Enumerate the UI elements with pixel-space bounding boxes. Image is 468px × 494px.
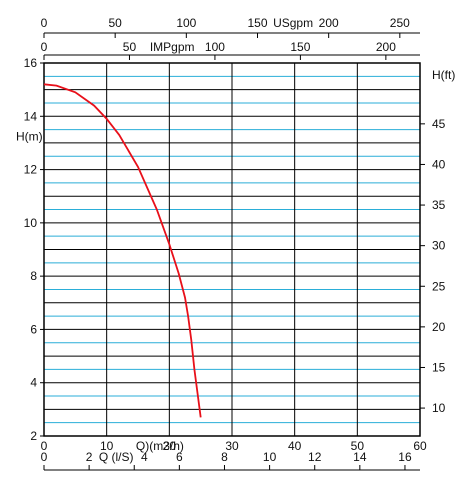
- x-m3h-tick-label: 10: [100, 439, 114, 453]
- impgpm-axis-title: IMPgpm: [150, 40, 195, 54]
- ls-tick-label: 16: [398, 450, 412, 464]
- ls-axis-title: Q (l/S): [99, 450, 134, 464]
- y-right-axis-title: H(ft): [432, 68, 455, 82]
- impgpm-tick-label: 50: [123, 40, 137, 54]
- y-right-tick-label: 20: [432, 320, 446, 334]
- usgpm-tick-label: 250: [390, 16, 410, 30]
- y-right-tick-label: 35: [432, 198, 446, 212]
- x-m3h-axis-title: Q)(m3/h): [136, 439, 184, 453]
- x-m3h-tick-label: 30: [225, 439, 239, 453]
- x-m3h-tick-label: 0: [41, 439, 48, 453]
- ls-tick-label: 14: [353, 450, 367, 464]
- major-gridlines: [44, 63, 420, 436]
- y-left-tick-label: 12: [24, 163, 38, 177]
- usgpm-axis-title: USgpm: [273, 16, 313, 30]
- y-left-tick-label: 6: [30, 322, 37, 336]
- ls-tick-label: 2: [86, 450, 93, 464]
- y-left-tick-label: 4: [30, 376, 37, 390]
- ls-tick-label: 10: [263, 450, 277, 464]
- x-m3h-tick-label: 60: [413, 439, 427, 453]
- y-right-tick-label: 15: [432, 360, 446, 374]
- ls-tick-label: 6: [176, 450, 183, 464]
- ls-tick-label: 4: [141, 450, 148, 464]
- ls-tick-label: 8: [221, 450, 228, 464]
- x-m3h-tick-label: 50: [351, 439, 365, 453]
- head-flow-curve: [43, 83, 202, 418]
- usgpm-tick-label: 0: [41, 16, 48, 30]
- y-left-tick-label: 8: [30, 269, 37, 283]
- y-right-tick-label: 30: [432, 239, 446, 253]
- ls-tick-label: 0: [41, 450, 48, 464]
- impgpm-tick-label: 0: [41, 40, 48, 54]
- impgpm-tick-label: 100: [205, 40, 225, 54]
- y-left-axis-title: H(m): [16, 129, 43, 143]
- plot-frame: [43, 62, 421, 437]
- usgpm-tick-label: 200: [319, 16, 339, 30]
- x-m3h-tick-label: 20: [163, 439, 177, 453]
- usgpm-tick-label: 150: [247, 16, 267, 30]
- curve-layer: [43, 83, 202, 418]
- y-right-tick-label: 10: [432, 401, 446, 415]
- usgpm-tick-label: 50: [108, 16, 122, 30]
- impgpm-tick-label: 200: [376, 40, 396, 54]
- y-right-tick-label: 45: [432, 117, 446, 131]
- y-right-tick-label: 25: [432, 279, 446, 293]
- y-right-tick-label: 40: [432, 157, 446, 171]
- y-left-tick-label: 10: [24, 216, 38, 230]
- y-left-tick-label: 2: [30, 429, 37, 443]
- impgpm-tick-label: 150: [290, 40, 310, 54]
- ls-tick-label: 12: [308, 450, 322, 464]
- usgpm-tick-label: 100: [176, 16, 196, 30]
- y-left-tick-label: 14: [24, 109, 38, 123]
- y-left-tick-label: 16: [24, 56, 38, 70]
- x-m3h-tick-label: 40: [288, 439, 302, 453]
